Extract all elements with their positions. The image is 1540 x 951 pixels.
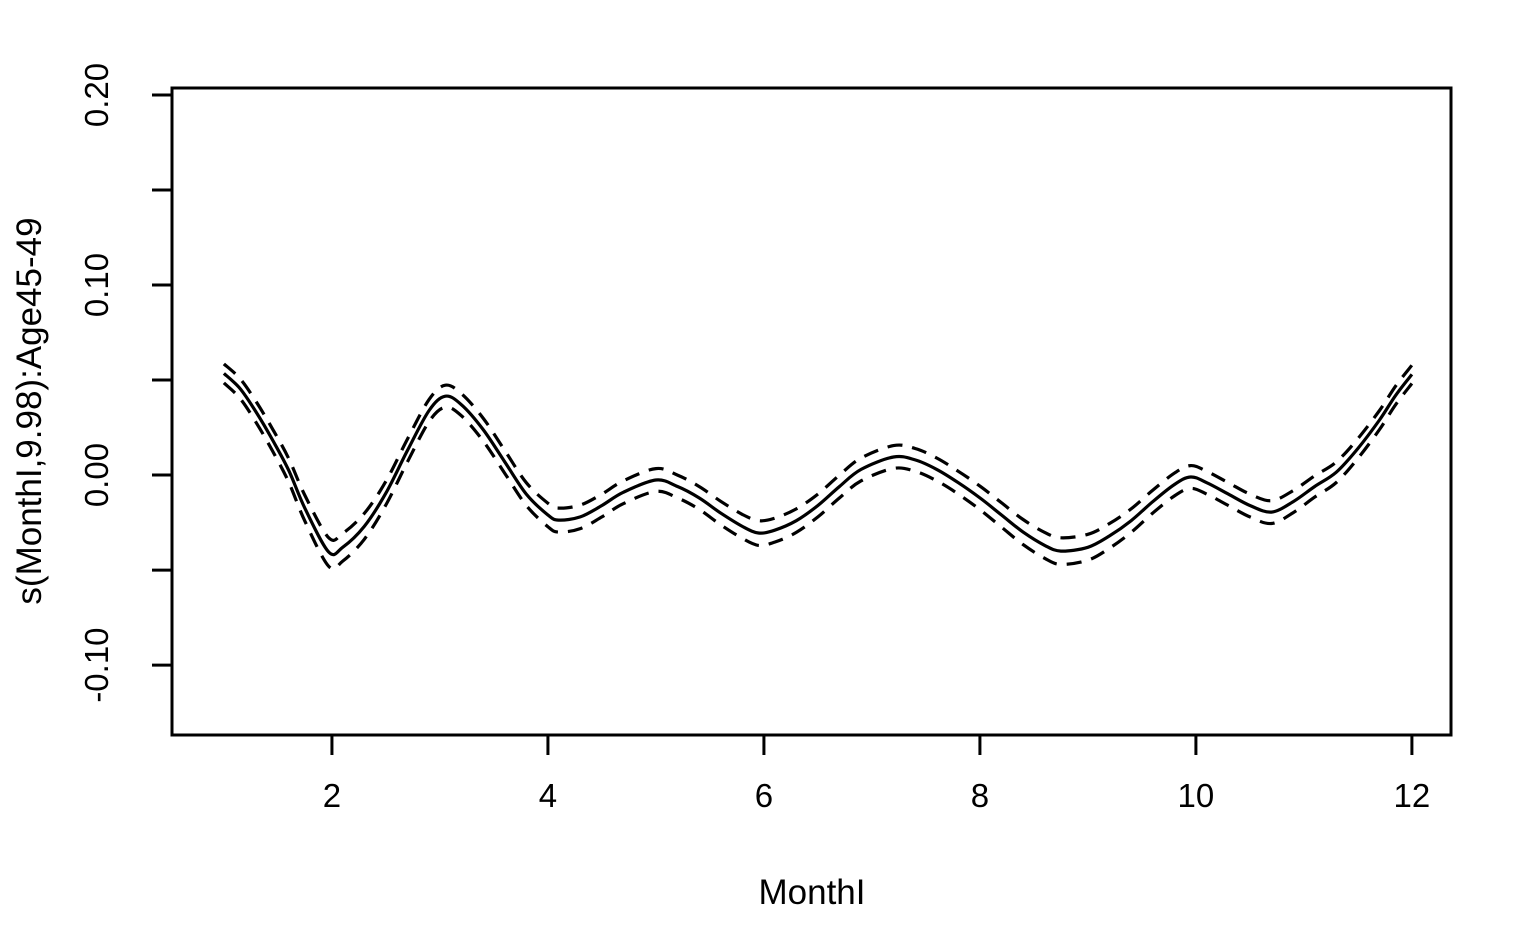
x-axis-tick-label: 4: [539, 777, 557, 814]
ci-upper-line: [222, 362, 1414, 542]
x-axis-tick-label: 12: [1394, 777, 1431, 814]
y-axis-tick-label: 0.10: [78, 253, 115, 317]
x-axis-tick-label: 6: [755, 777, 773, 814]
y-axis-tick-label: 0.20: [78, 63, 115, 127]
x-axis-title: MonthI: [758, 873, 866, 912]
y-axis-tick-label: 0.00: [78, 443, 115, 507]
x-axis-tick-label: 10: [1178, 777, 1215, 814]
ci-lower-line: [222, 381, 1414, 571]
y-axis-title: s(MonthI,9.98):Age45-49: [10, 217, 49, 605]
y-axis-tick-label: -0.10: [78, 627, 115, 702]
smooth-fit-line: [222, 372, 1414, 557]
x-axis-tick-label: 8: [971, 777, 989, 814]
plot-box: [170, 86, 1453, 737]
x-axis-tick-label: 2: [323, 777, 341, 814]
